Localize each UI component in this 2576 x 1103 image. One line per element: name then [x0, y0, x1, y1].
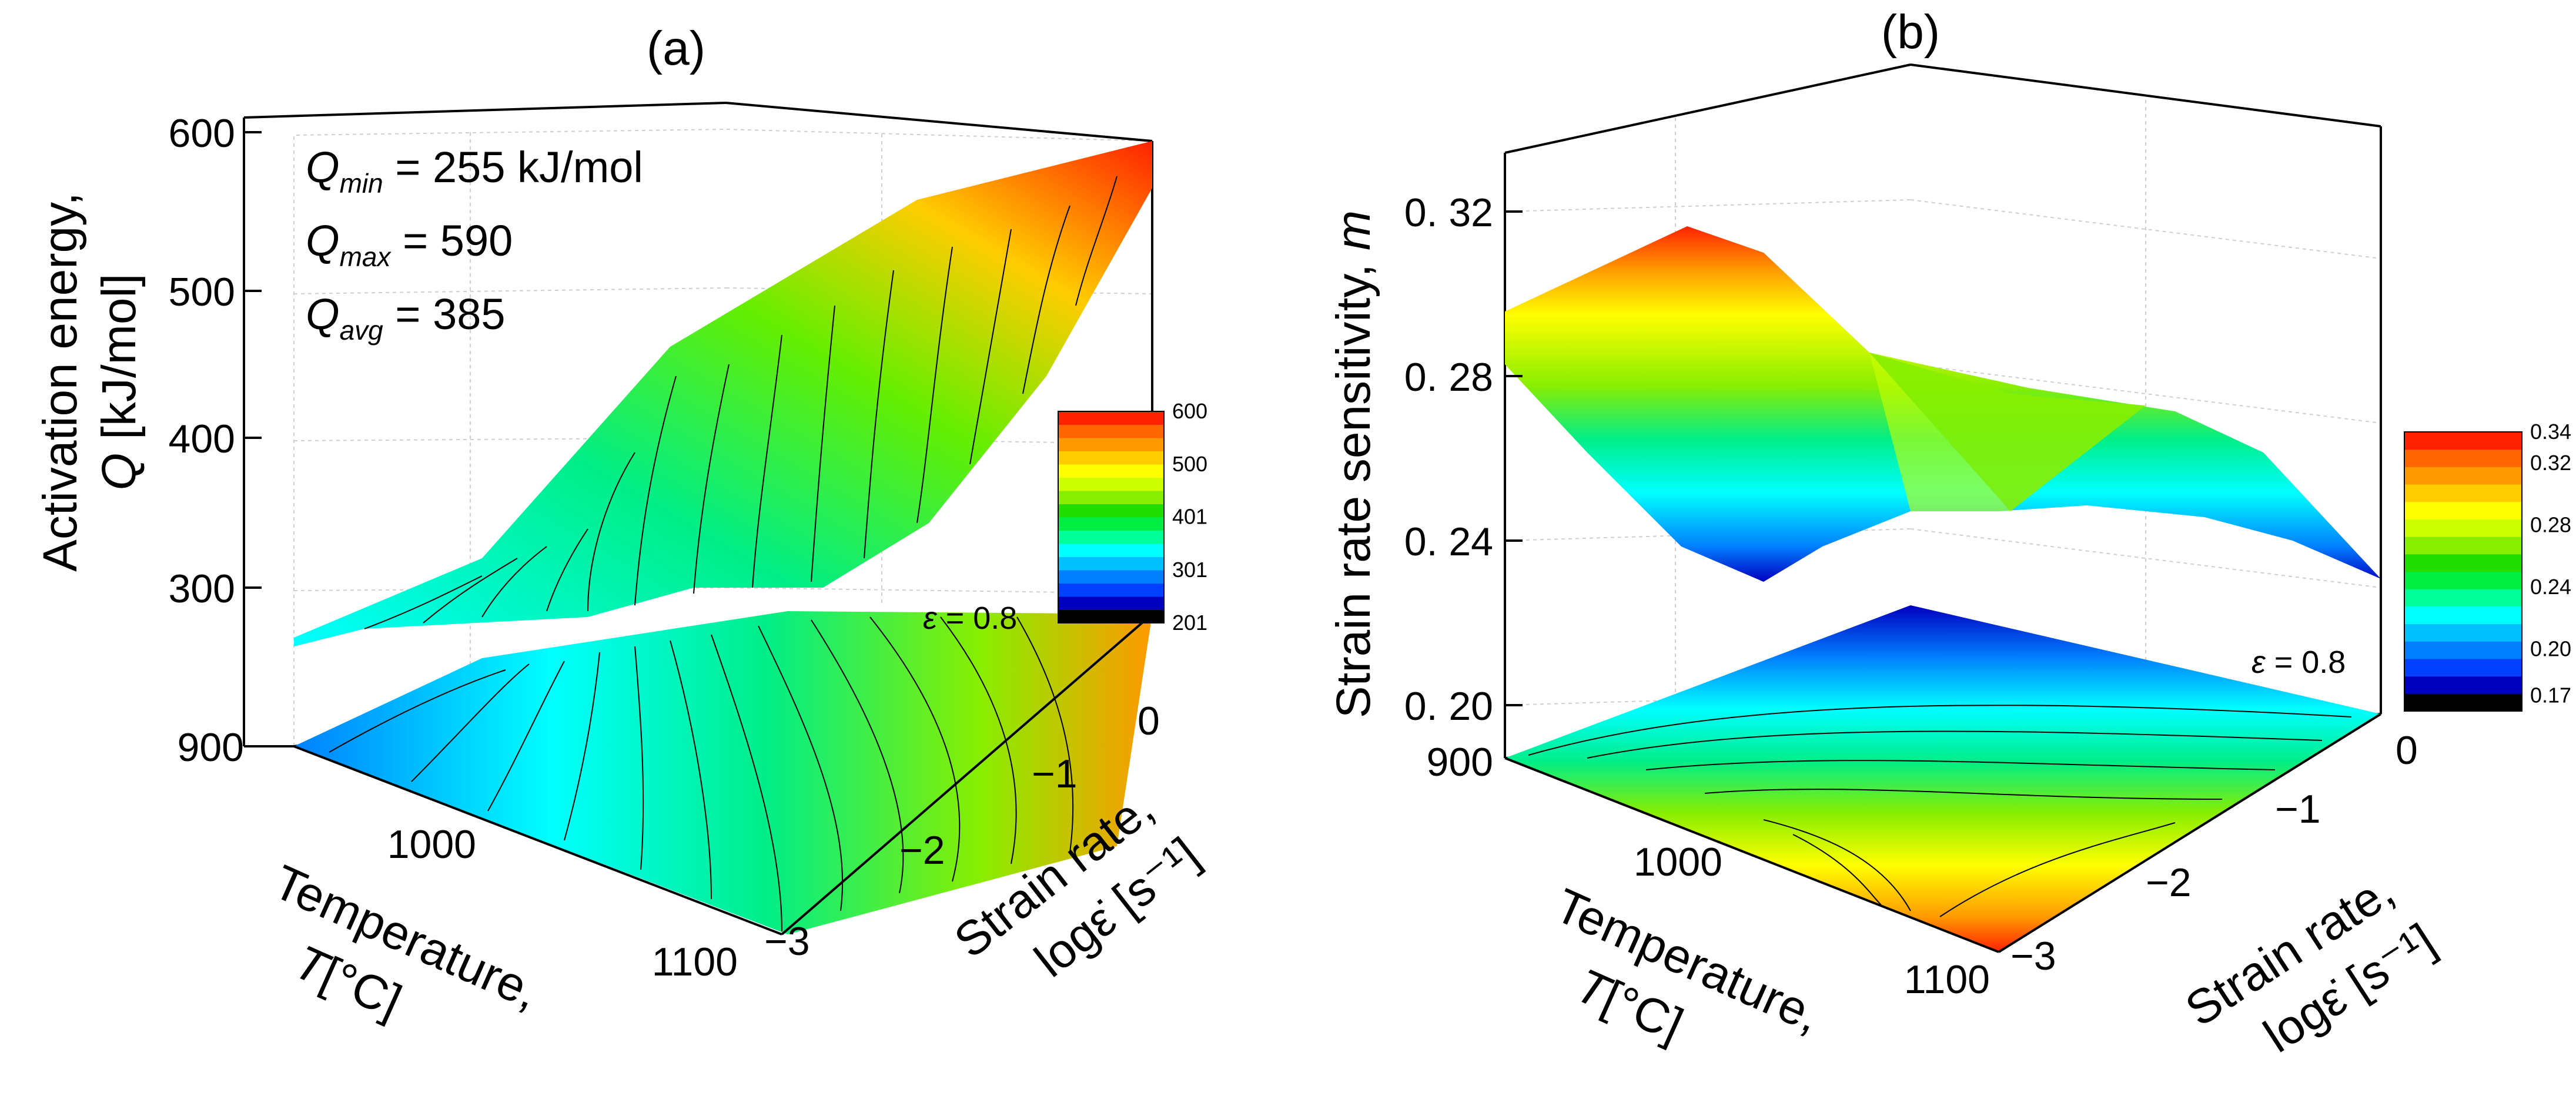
- b-x-tick: 1000: [1634, 840, 1722, 884]
- strain-annotation-b: ε = 0.8: [2252, 645, 2346, 680]
- colorbar-tick-label: 301: [1172, 558, 1207, 582]
- panel-b-z-axis-title: Strain rate sensitivity, m: [1327, 210, 1380, 718]
- panel-a-z-axis-title: Activation energy, Q [kJ/mol]: [34, 192, 146, 572]
- colorbar-swatch: [2404, 606, 2522, 625]
- panel-a-y-ticks: 0 −1 −2 −3: [764, 613, 1160, 964]
- colorbar-swatch: [1058, 424, 1164, 438]
- a-x-tick: 900: [178, 725, 244, 770]
- b-x-tick: 900: [1427, 740, 1493, 784]
- colorbar-tick-label: 0.17: [2530, 683, 2571, 708]
- colorbar-swatch: [2404, 501, 2522, 519]
- colorbar-border: [2404, 431, 2523, 712]
- colorbar-swatch: [2404, 693, 2522, 712]
- panel-b-y-axis-title: Strain rate, logε̇ [s⁻¹]: [2176, 864, 2444, 1063]
- colorbar-swatch: [2404, 623, 2522, 642]
- b-z-tick: 0. 28: [1404, 355, 1493, 400]
- panel-a-x-axis-title: Temperature, T[°C]: [266, 855, 547, 1029]
- a-x-tick: 1000: [387, 822, 476, 867]
- a-y-tick: 0: [1138, 699, 1160, 743]
- a-z-title-line1: Activation energy,: [34, 192, 87, 572]
- a-y-tick: −3: [764, 919, 810, 964]
- panel-b-x-axis-title: Temperature, T[°C]: [1547, 879, 1828, 1052]
- colorbar-tick-label: 0.28: [2530, 512, 2571, 537]
- panel-b-y-ticks: 0 −1 −2 −3: [1998, 713, 2418, 978]
- panel-a-colorbar: 600 500 401 301 201: [1058, 399, 1207, 635]
- colorbar-swatch: [1058, 504, 1164, 518]
- colorbar-swatch: [2404, 571, 2522, 589]
- colorbar-swatch: [1058, 530, 1164, 544]
- colorbar-swatch: [2404, 554, 2522, 572]
- colorbar-swatch: [1058, 517, 1164, 531]
- colorbar-swatch: [2404, 589, 2522, 607]
- qmin-annotation: Qmin = 255 kJ/mol: [306, 143, 643, 199]
- colorbar-swatch: [2404, 658, 2522, 677]
- colorbar-swatch: [2404, 519, 2522, 537]
- a-x-tick: 1100: [652, 940, 738, 984]
- panel-b-colorbar: 0.34 0.32 0.28 0.24 0.20 0.17: [2404, 420, 2571, 712]
- b-z-tick: 0. 32: [1404, 190, 1493, 235]
- colorbar-swatch: [2404, 432, 2522, 450]
- a-z-tick: 300: [169, 566, 235, 611]
- colorbar-border: [1058, 411, 1165, 623]
- panel-a-x-ticks: 900 1000 1100: [178, 725, 782, 984]
- a-z-tick: 400: [169, 417, 235, 461]
- colorbar-swatch: [2404, 484, 2522, 502]
- a-z-tick: 600: [169, 111, 235, 156]
- colorbar-swatch: [1058, 544, 1164, 557]
- a-y-tick: −1: [1032, 752, 1078, 796]
- colorbar-tick-label: 0.20: [2530, 636, 2571, 661]
- colorbar-swatch: [2404, 676, 2522, 694]
- colorbar-swatch: [1058, 609, 1164, 623]
- colorbar-tick-label: 0.32: [2530, 451, 2571, 475]
- colorbar-tick-label: 201: [1172, 611, 1207, 635]
- b-y-tick: −3: [2010, 934, 2056, 978]
- panel-b-label: (b): [1881, 5, 1940, 59]
- colorbar-swatch: [1058, 451, 1164, 465]
- panel-b-contour-floor: [1505, 605, 2381, 952]
- colorbar-swatch: [1058, 491, 1164, 504]
- qmax-annotation: Qmax = 590: [306, 216, 513, 272]
- colorbar-swatch: [2404, 641, 2522, 659]
- colorbar-swatch: [2404, 449, 2522, 467]
- a-y-tick: −2: [899, 828, 945, 873]
- colorbar-swatch: [1058, 464, 1164, 478]
- a-z-tick: 500: [169, 270, 235, 314]
- strain-annotation-a: ε = 0.8: [923, 601, 1017, 636]
- colorbar-swatch: [2404, 467, 2522, 485]
- b-z-tick: 0. 24: [1404, 519, 1493, 564]
- colorbar-tick-label: 0.24: [2530, 575, 2571, 599]
- colorbar-swatch: [1058, 583, 1164, 597]
- panel-a-label: (a): [647, 22, 705, 75]
- colorbar-swatch: [1058, 411, 1164, 425]
- colorbar-tick-label: 0.34: [2530, 420, 2571, 444]
- panel-a-surface: [294, 141, 1152, 646]
- colorbar-tick-label: 401: [1172, 505, 1207, 529]
- colorbar-swatch: [1058, 570, 1164, 584]
- colorbar-tick-label: 600: [1172, 399, 1207, 423]
- b-z-title: Strain rate sensitivity, m: [1327, 210, 1380, 718]
- panel-a-annotations: Qmin = 255 kJ/mol Qmax = 590 Qavg = 385 …: [306, 143, 1017, 636]
- b-z-tick: 0. 20: [1404, 684, 1493, 729]
- a-z-title-line2: Q [kJ/mol]: [92, 273, 146, 490]
- panel-b-x-ticks: 900 1000 1100: [1427, 740, 1999, 1002]
- colorbar-swatch: [1058, 596, 1164, 610]
- panel-a-contour-floor: [294, 611, 1152, 934]
- b-y-tick: −1: [2275, 787, 2321, 832]
- b-y-tick: 0: [2396, 728, 2418, 773]
- colorbar-swatch: [1058, 556, 1164, 571]
- panel-b-surface: [1505, 226, 2381, 582]
- panel-a-z-ticks: 600 500 400 300: [169, 111, 262, 611]
- b-x-tick: 1100: [1904, 957, 1990, 1002]
- panel-a: (a): [34, 22, 1209, 1029]
- colorbar-swatch: [1058, 477, 1164, 491]
- colorbar-swatch: [2404, 537, 2522, 555]
- colorbar-tick-label: 500: [1172, 452, 1207, 476]
- colorbar-swatch: [1058, 438, 1164, 451]
- panel-b: (b): [1327, 5, 2571, 1063]
- panel-b-z-ticks: 0. 32 0. 28 0. 24 0. 20: [1404, 190, 1523, 729]
- qavg-annotation: Qavg = 385: [306, 290, 506, 346]
- b-y-tick: −2: [2146, 860, 2192, 905]
